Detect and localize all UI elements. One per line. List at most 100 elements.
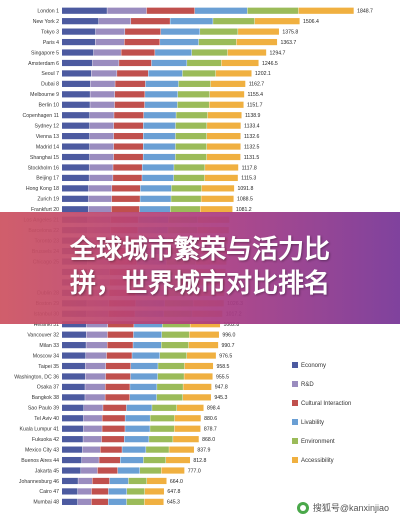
row-label: Melbourne 9 — [30, 92, 59, 98]
row-label: Frankfurt 20 — [31, 207, 59, 213]
bar-segment-4 — [160, 28, 200, 35]
bar-segment-6 — [182, 394, 211, 401]
bar-segment-3 — [112, 185, 141, 192]
row-label: Washington, DC 36 — [14, 374, 59, 380]
bar-segment-2 — [92, 59, 119, 67]
bar-segment-3 — [99, 456, 121, 464]
value-label: 777.0 — [188, 468, 201, 474]
bar-segment-1 — [62, 112, 90, 119]
bar-segment-6 — [206, 143, 241, 150]
bar-segment-5 — [150, 415, 175, 422]
bar-segment-5 — [191, 49, 228, 56]
bar-segment-5 — [162, 321, 190, 328]
bar-segment-4 — [143, 133, 176, 140]
bar-segment-5 — [247, 7, 299, 14]
bar-segment-3 — [105, 383, 130, 391]
value-label: 878.7 — [204, 427, 217, 433]
bar-segment-4 — [144, 101, 178, 108]
bar-segment-4 — [130, 373, 158, 380]
bar-segment-4 — [129, 394, 157, 401]
legend-swatch — [292, 400, 298, 406]
bar-segment-3 — [111, 206, 140, 213]
bar-segment-1 — [62, 80, 91, 87]
bar-segment-6 — [161, 467, 185, 474]
watermark: 搜狐号@kanxinjiao — [293, 500, 392, 515]
bar-segment-2 — [89, 122, 114, 129]
bar-segment-4 — [155, 49, 192, 56]
bar-segment-1 — [62, 185, 89, 192]
bar-segment-3 — [102, 415, 125, 422]
bar-segment-1 — [62, 467, 81, 474]
bar-segment-3 — [113, 153, 143, 161]
bar-segment-1 — [62, 456, 82, 464]
bar-segment-1 — [62, 488, 78, 495]
value-label: 1115.3 — [241, 176, 256, 182]
bar-segment-5 — [149, 436, 173, 443]
banner-title-line-1: 全球城市繁荣与活力比 — [69, 235, 330, 265]
bar-segment-4 — [143, 153, 176, 161]
row-label: Fukuoka 42 — [32, 437, 59, 443]
bar-segment-1 — [62, 38, 95, 46]
bar-segment-3 — [114, 101, 145, 108]
bar-segment-3 — [114, 112, 144, 119]
bar-segment-6 — [146, 477, 167, 485]
bar-segment-6 — [205, 164, 239, 171]
row-label: Copenhagen 11 — [22, 113, 59, 119]
bar-segment-6 — [215, 70, 252, 77]
bar-segment-4 — [130, 383, 157, 391]
bar-segment-6 — [144, 498, 164, 505]
bar-segment-4 — [160, 38, 199, 46]
bar-segment-1 — [62, 436, 83, 443]
row-label: Paris 4 — [43, 40, 59, 46]
bar-segment-4 — [143, 143, 176, 150]
bar-segment-6 — [204, 174, 238, 182]
bar-segment-5 — [175, 133, 207, 140]
bar-segment-6 — [174, 415, 201, 422]
bar-segment-3 — [119, 59, 152, 67]
bar-segment-1 — [62, 206, 89, 213]
value-label: 1133.4 — [244, 123, 260, 129]
bar-segment-4 — [108, 498, 127, 505]
legend: Economy R&D Cultural Interaction Livability… — [292, 362, 351, 464]
bar-segment-2 — [90, 91, 115, 98]
row-label: Vancouver 32 — [27, 332, 59, 338]
row-label: New York 2 — [33, 19, 59, 25]
bar-segment-1 — [62, 101, 90, 108]
bar-segment-4 — [109, 477, 129, 485]
row-label: Amsterdam 6 — [28, 61, 59, 67]
value-label: 1162.7 — [249, 82, 265, 88]
title-banner: 全球城市繁荣与活力比 拼，世界城市对比排名 — [0, 212, 400, 324]
bar-segment-2 — [83, 415, 102, 422]
bar-segment-6 — [201, 195, 234, 202]
bar-segment-1 — [62, 133, 90, 140]
bar-segment-2 — [93, 49, 121, 56]
bar-segment-5 — [161, 342, 189, 349]
row-label: Kuala Lumpur 41 — [19, 427, 59, 433]
bar-segment-2 — [81, 467, 98, 474]
bar-segment-1 — [62, 143, 90, 150]
bar-segment-1 — [62, 415, 84, 422]
value-label: 1202.1 — [255, 71, 271, 77]
bar-segment-1 — [62, 446, 83, 453]
bar-segment-5 — [182, 70, 216, 77]
bar-segment-4 — [142, 174, 174, 182]
bar-segment-3 — [105, 394, 130, 401]
bar-segment-4 — [139, 206, 171, 213]
bar-segment-2 — [85, 352, 107, 359]
value-label: 837.9 — [197, 447, 210, 453]
row-label: Madrid 14 — [36, 144, 59, 150]
bar-segment-6 — [254, 18, 300, 25]
bar-segment-3 — [115, 80, 146, 87]
bar-segment-2 — [89, 143, 114, 150]
bar-segment-2 — [89, 153, 114, 161]
bar-segment-4 — [122, 446, 146, 453]
bar-segment-3 — [102, 425, 125, 432]
bar-segment-3 — [101, 436, 124, 443]
bar-segment-2 — [88, 185, 112, 192]
bar-segment-4 — [134, 321, 163, 328]
bar-segment-2 — [89, 174, 113, 182]
bar-segment-6 — [206, 133, 241, 140]
bar-segment-1 — [62, 195, 89, 202]
value-label: 1246.5 — [262, 61, 278, 67]
bar-segment-3 — [91, 498, 108, 505]
